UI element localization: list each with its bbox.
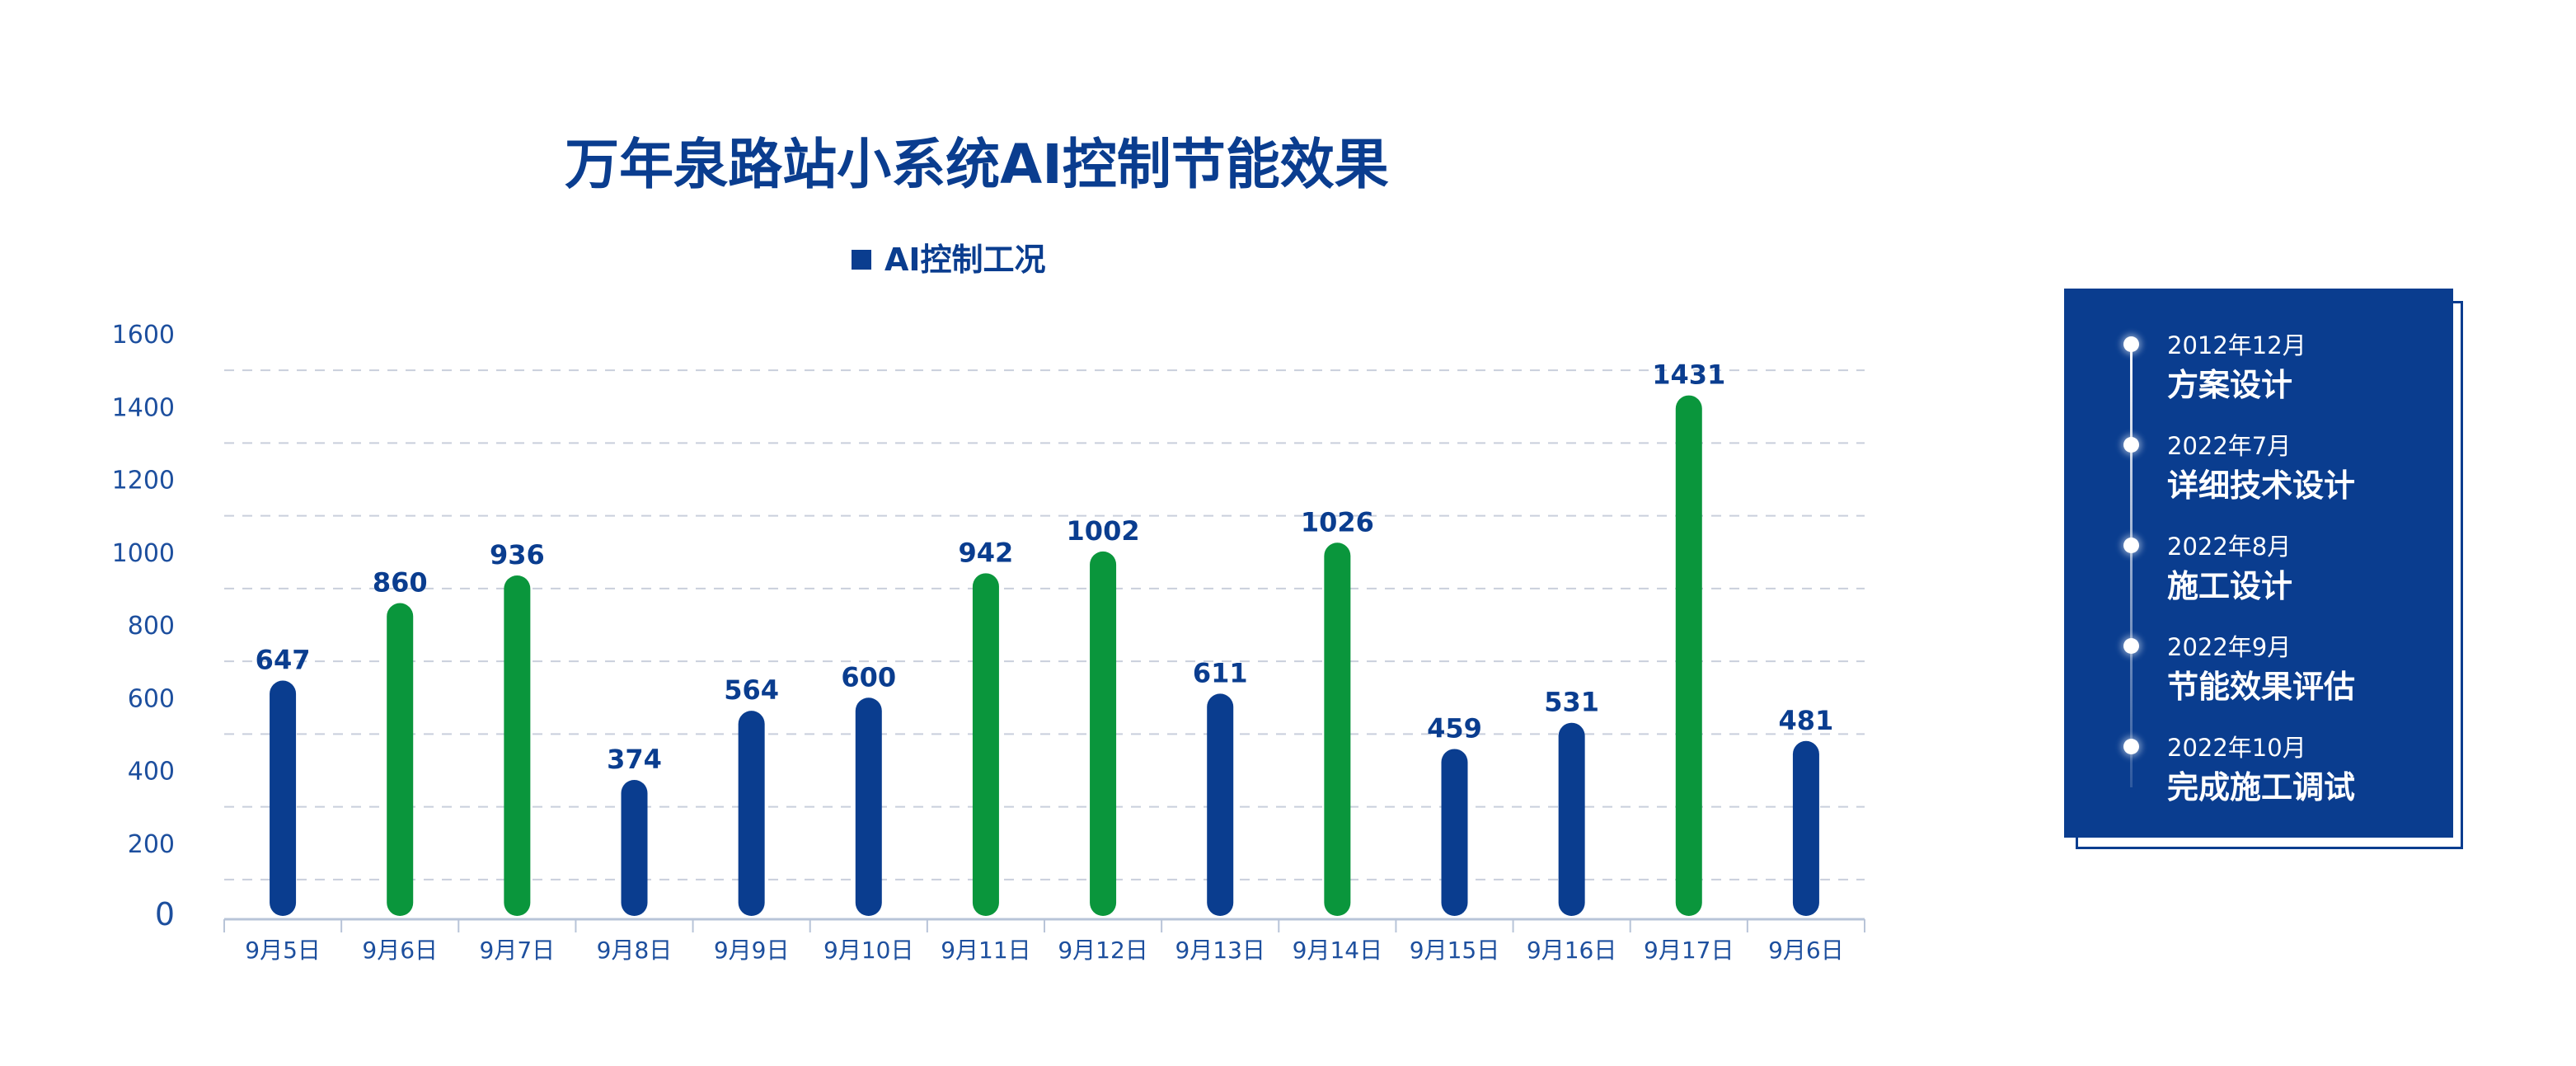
milestone-phase: 方案设计	[2167, 367, 2293, 403]
bars	[270, 395, 1819, 916]
x-tick-label: 9月8日	[597, 937, 673, 964]
data-label: 1026	[1301, 506, 1374, 538]
bar	[1324, 542, 1351, 916]
bar-chart: 万年泉路站小系统AI控制节能效果 AI控制工况 0 200 400 600 800 100…	[112, 133, 1865, 964]
bar	[270, 680, 297, 916]
y-tick-label: 400	[128, 758, 175, 787]
x-tick-label: 9月6日	[362, 937, 438, 964]
bar	[1090, 551, 1117, 916]
y-tick-label: 1600	[112, 321, 175, 350]
bar	[1441, 749, 1468, 916]
y-tick-label: 1400	[112, 393, 175, 422]
bar	[621, 779, 648, 916]
bar	[855, 697, 882, 916]
x-tick-label: 9月15日	[1410, 937, 1499, 964]
bar	[738, 711, 765, 916]
chart-title: 万年泉路站小系统AI控制节能效果	[565, 133, 1389, 196]
y-tick-label: 1200	[112, 467, 175, 495]
x-axis-ticks: 9月5日 9月6日 9月7日 9月8日 9月9日 9月10日 9月11日 9月12日 9月13日…	[245, 937, 1843, 964]
y-tick-label: 800	[128, 612, 175, 641]
bar	[1792, 740, 1819, 916]
bar	[387, 603, 414, 916]
data-label: 374	[607, 744, 662, 775]
bar	[1558, 722, 1585, 916]
x-tick-label: 9月17日	[1644, 937, 1734, 964]
milestone-date: 2022年8月	[2167, 533, 2292, 561]
legend-swatch	[852, 250, 871, 270]
bar	[972, 573, 999, 916]
data-label: 564	[724, 674, 779, 706]
x-tick-label: 9月6日	[1768, 937, 1844, 964]
milestone-phase: 详细技术设计	[2167, 467, 2356, 504]
y-tick-label: 1000	[112, 539, 175, 568]
bar	[504, 575, 531, 916]
timeline-line	[2130, 338, 2133, 787]
y-tick-label: 600	[128, 684, 175, 713]
y-tick-label: 0	[155, 896, 175, 932]
x-tick-label: 9月16日	[1527, 937, 1616, 964]
milestone-dot-icon	[2123, 336, 2139, 352]
data-label: 481	[1779, 705, 1834, 736]
bar	[1675, 395, 1702, 916]
data-label: 531	[1544, 687, 1599, 718]
data-label: 936	[490, 539, 545, 571]
x-tick-label: 9月9日	[714, 937, 790, 964]
value-labels: 647 860 936 374 564 600 942 1002 611 1026 459 531 14…	[256, 359, 1834, 775]
data-label: 1002	[1067, 515, 1140, 547]
milestone-dot-icon	[2123, 638, 2139, 654]
y-axis-ticks: 0 200 400 600 800 1000 1200 1400 1600	[112, 321, 175, 932]
legend-label: AI控制工况	[884, 242, 1046, 278]
milestone-dot-icon	[2123, 538, 2139, 553]
x-axis	[223, 918, 1865, 932]
x-tick-label: 9月14日	[1293, 937, 1382, 964]
milestone-phase: 节能效果评估	[2167, 669, 2356, 705]
milestone-phase: 完成施工调试	[2167, 769, 2356, 805]
milestone-date: 2022年7月	[2167, 432, 2292, 460]
milestone-date: 2022年9月	[2167, 633, 2292, 661]
x-tick-label: 9月12日	[1058, 937, 1147, 964]
milestone-dot-icon	[2123, 437, 2139, 453]
milestone-phase: 施工设计	[2167, 568, 2293, 604]
bar	[1207, 693, 1234, 916]
x-tick-label: 9月13日	[1175, 937, 1265, 964]
gridlines	[224, 369, 1865, 881]
project-timeline-panel: 2012年12月 方案设计 2022年7月 详细技术设计 2022年8月 施工设…	[2064, 289, 2453, 838]
data-label: 459	[1427, 712, 1482, 744]
data-label: 1431	[1652, 359, 1725, 391]
data-label: 600	[841, 661, 896, 693]
data-label: 860	[373, 567, 428, 599]
x-tick-label: 9月10日	[823, 937, 913, 964]
x-tick-label: 9月11日	[941, 937, 1030, 964]
y-tick-label: 200	[128, 830, 175, 859]
data-label: 647	[256, 645, 311, 676]
milestone-date: 2012年12月	[2167, 331, 2306, 359]
data-label: 942	[959, 537, 1014, 568]
milestone-date: 2022年10月	[2167, 734, 2306, 762]
milestone-dot-icon	[2123, 739, 2139, 754]
x-tick-label: 9月5日	[245, 937, 321, 964]
data-label: 611	[1193, 657, 1248, 688]
x-tick-label: 9月7日	[480, 937, 556, 964]
